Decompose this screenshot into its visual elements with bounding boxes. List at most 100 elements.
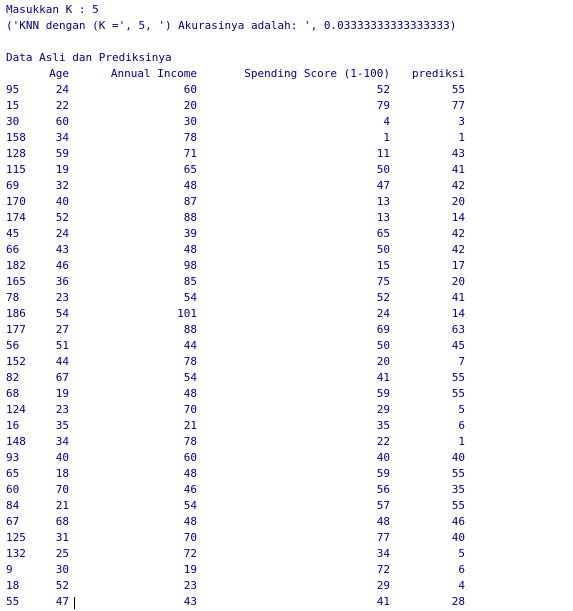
table-row: 30 60 30 4 3 bbox=[6, 114, 465, 130]
prediksi-cell: 5 bbox=[458, 403, 465, 416]
prediksi-cell: 7 bbox=[458, 355, 465, 368]
spending-score-cell: 34 bbox=[376, 547, 390, 560]
age-cell: 40 bbox=[55, 195, 69, 208]
annual-income-cell: 88 bbox=[183, 211, 197, 224]
table-row: 182 46 98 15 17 bbox=[6, 258, 465, 274]
age-cell: 52 bbox=[55, 579, 69, 592]
table-row: 18 52 23 29 4 bbox=[6, 578, 465, 594]
spending-score-cell: 50 bbox=[376, 339, 390, 352]
spending-score-cell: 65 bbox=[376, 227, 390, 240]
prediksi-cell: 42 bbox=[451, 179, 465, 192]
table-row: 125 31 70 77 40 bbox=[6, 530, 465, 546]
row-index-cell: 148 bbox=[6, 435, 26, 448]
table-row: 69 32 48 47 42 bbox=[6, 178, 465, 194]
table-row: 95 24 60 52 55 bbox=[6, 82, 465, 98]
spending-score-cell: 15 bbox=[376, 259, 390, 272]
annual-income-cell: 19 bbox=[183, 563, 197, 576]
row-index-cell: 45 bbox=[6, 227, 20, 240]
prediksi-cell: 1 bbox=[458, 435, 465, 448]
age-cell: 21 bbox=[55, 499, 69, 512]
prediksi-cell: 55 bbox=[451, 371, 465, 384]
row-index-cell: 128 bbox=[6, 147, 26, 160]
row-index-cell: 69 bbox=[6, 179, 20, 192]
row-index-cell: 174 bbox=[6, 211, 26, 224]
table-row: 165 36 85 75 20 bbox=[6, 274, 465, 290]
annual-income-cell: 46 bbox=[183, 483, 197, 496]
column-header-spending-score: Spending Score (1-100) bbox=[244, 67, 390, 80]
annual-income-cell: 48 bbox=[183, 387, 197, 400]
table-row: 170 40 87 13 20 bbox=[6, 194, 465, 210]
prediksi-cell: 5 bbox=[458, 547, 465, 560]
age-cell: 51 bbox=[55, 339, 69, 352]
annual-income-cell: 43 bbox=[183, 595, 197, 608]
table-row: 15 22 20 79 77 bbox=[6, 98, 465, 114]
spending-score-cell: 29 bbox=[376, 579, 390, 592]
prediksi-cell: 28 bbox=[451, 595, 465, 608]
spending-score-cell: 59 bbox=[376, 387, 390, 400]
prediksi-cell: 6 bbox=[458, 563, 465, 576]
annual-income-cell: 48 bbox=[183, 243, 197, 256]
age-cell: 52 bbox=[55, 211, 69, 224]
row-index-cell: 78 bbox=[6, 291, 20, 304]
table-row: 186 54 101 24 14 bbox=[6, 306, 465, 322]
table-row: 93 40 60 40 40 bbox=[6, 450, 465, 466]
annual-income-cell: 60 bbox=[183, 83, 197, 96]
annual-income-cell: 44 bbox=[183, 339, 197, 352]
annual-income-cell: 85 bbox=[183, 275, 197, 288]
annual-income-cell: 65 bbox=[183, 163, 197, 176]
annual-income-cell: 101 bbox=[177, 307, 197, 320]
annual-income-cell: 70 bbox=[183, 531, 197, 544]
annual-income-cell: 30 bbox=[183, 115, 197, 128]
annual-income-cell: 20 bbox=[183, 99, 197, 112]
spending-score-cell: 13 bbox=[376, 195, 390, 208]
annual-income-cell: 54 bbox=[183, 291, 197, 304]
row-index-cell: 82 bbox=[6, 371, 20, 384]
prediksi-cell: 35 bbox=[451, 483, 465, 496]
blank-line bbox=[6, 34, 573, 50]
row-index-cell: 125 bbox=[6, 531, 26, 544]
annual-income-cell: 48 bbox=[183, 179, 197, 192]
column-header-annual-income: Annual Income bbox=[110, 67, 197, 80]
spending-score-cell: 24 bbox=[376, 307, 390, 320]
spending-score-cell: 4 bbox=[383, 115, 390, 128]
prediksi-cell: 46 bbox=[451, 515, 465, 528]
row-index-cell: 115 bbox=[6, 163, 26, 176]
table-row: 55 47 43 41 28 bbox=[6, 594, 465, 610]
prediksi-cell: 43 bbox=[451, 147, 465, 160]
table-row: 158 34 78 1 1 bbox=[6, 130, 465, 146]
table-row: 128 59 71 11 43 bbox=[6, 146, 465, 162]
spending-score-cell: 22 bbox=[376, 435, 390, 448]
age-cell: 30 bbox=[55, 563, 69, 576]
age-cell: 34 bbox=[55, 131, 69, 144]
row-index-cell: 9 bbox=[6, 563, 13, 576]
prediksi-cell: 20 bbox=[451, 275, 465, 288]
spending-score-cell: 50 bbox=[376, 243, 390, 256]
row-index-cell: 158 bbox=[6, 131, 26, 144]
row-index-cell: 30 bbox=[6, 115, 20, 128]
annual-income-cell: 78 bbox=[183, 355, 197, 368]
age-cell: 40 bbox=[55, 451, 69, 464]
age-cell: 47 bbox=[55, 595, 69, 608]
prediksi-cell: 63 bbox=[451, 323, 465, 336]
annual-income-cell: 60 bbox=[183, 451, 197, 464]
age-cell: 25 bbox=[55, 547, 69, 560]
age-cell: 60 bbox=[55, 115, 69, 128]
age-cell: 19 bbox=[55, 163, 69, 176]
spending-score-cell: 41 bbox=[376, 371, 390, 384]
input-prompt-line: Masukkan K : 5 bbox=[6, 3, 99, 16]
prediksi-cell: 40 bbox=[451, 531, 465, 544]
annual-income-cell: 71 bbox=[183, 147, 197, 160]
age-cell: 46 bbox=[55, 259, 69, 272]
table-row: 66 43 48 50 42 bbox=[6, 242, 465, 258]
age-cell: 68 bbox=[55, 515, 69, 528]
column-header-index bbox=[6, 66, 39, 82]
age-cell: 36 bbox=[55, 275, 69, 288]
spending-score-cell: 20 bbox=[376, 355, 390, 368]
prediksi-cell: 41 bbox=[451, 291, 465, 304]
spending-score-cell: 29 bbox=[376, 403, 390, 416]
spending-score-cell: 56 bbox=[376, 483, 390, 496]
row-index-cell: 182 bbox=[6, 259, 26, 272]
annual-income-cell: 78 bbox=[183, 131, 197, 144]
age-cell: 18 bbox=[55, 467, 69, 480]
annual-income-cell: 88 bbox=[183, 323, 197, 336]
